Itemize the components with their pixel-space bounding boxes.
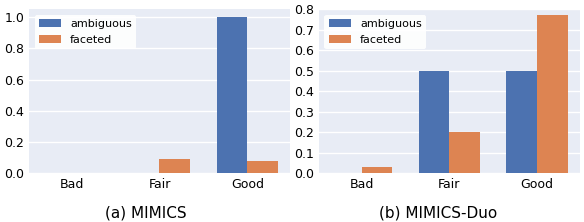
Legend: ambiguous, faceted: ambiguous, faceted	[34, 15, 136, 49]
Bar	[537, 15, 568, 173]
Bar	[506, 71, 537, 173]
Bar	[159, 159, 190, 173]
Bar	[361, 167, 392, 173]
Bar	[217, 17, 247, 173]
Bar	[247, 161, 278, 173]
Bar	[450, 132, 480, 173]
Text: (a) MIMICS: (a) MIMICS	[105, 206, 187, 221]
Text: (b) MIMICS-Duo: (b) MIMICS-Duo	[379, 206, 497, 221]
Bar	[419, 71, 450, 173]
Legend: ambiguous, faceted: ambiguous, faceted	[325, 15, 426, 49]
